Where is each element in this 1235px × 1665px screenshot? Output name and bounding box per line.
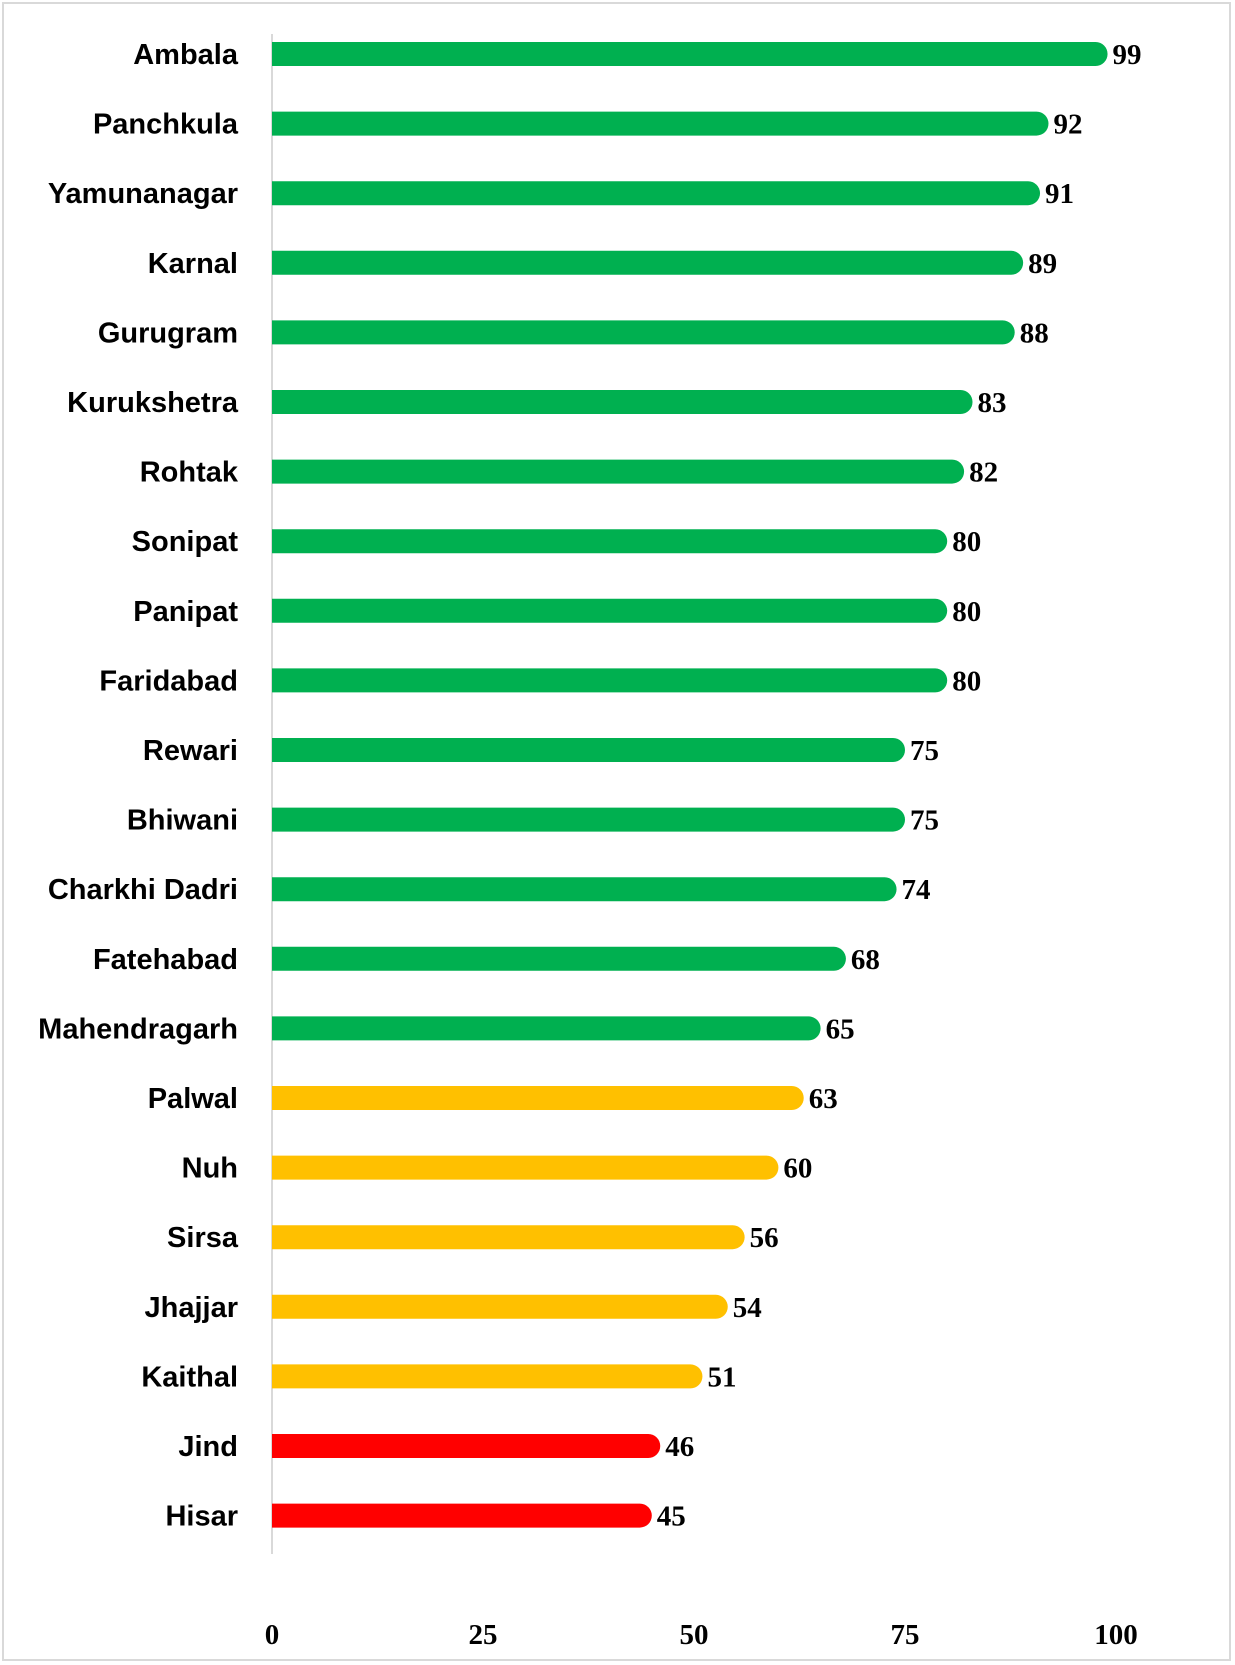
- bar-sirsa: [272, 1225, 745, 1250]
- category-label: Palwal: [148, 1083, 238, 1115]
- bar-ambala: [272, 42, 1108, 66]
- category-label: Mahendragarh: [38, 1013, 238, 1045]
- x-tick-label: 0: [265, 1619, 280, 1651]
- value-label: 56: [750, 1222, 779, 1254]
- category-label: Kaithal: [141, 1361, 238, 1393]
- value-label: 80: [952, 665, 981, 697]
- bar-panipat: [272, 598, 948, 623]
- bar-rewari: [272, 738, 905, 762]
- value-label: 46: [665, 1431, 694, 1463]
- category-label: Panipat: [133, 596, 238, 628]
- category-label: Jhajjar: [145, 1292, 239, 1324]
- value-label: 88: [1020, 317, 1049, 349]
- value-label: 91: [1045, 178, 1074, 210]
- value-label: 99: [1113, 39, 1142, 71]
- value-label: 75: [910, 805, 939, 837]
- bar-jhajjar: [272, 1294, 728, 1319]
- bar-rohtak: [272, 459, 965, 484]
- category-label: Gurugram: [98, 317, 238, 349]
- x-tick-label: 50: [680, 1619, 709, 1651]
- category-label: Yamunanagar: [48, 178, 238, 210]
- category-label: Sonipat: [132, 526, 239, 558]
- category-label: Fatehabad: [93, 944, 238, 976]
- x-tick-label: 100: [1094, 1619, 1138, 1651]
- bar-mahendragarh: [272, 1016, 821, 1041]
- category-label: Karnal: [148, 248, 238, 280]
- bar-panchkula: [272, 111, 1049, 136]
- category-label: Ambala: [133, 39, 239, 71]
- bar-hisar: [272, 1503, 652, 1528]
- bar-gurugram: [272, 320, 1015, 345]
- value-label: 65: [826, 1013, 855, 1045]
- value-label: 80: [952, 526, 981, 558]
- bar-jind: [272, 1434, 661, 1458]
- value-label: 74: [902, 874, 931, 906]
- value-label: 83: [978, 387, 1007, 419]
- bar-sonipat: [272, 529, 948, 554]
- x-tick-label: 25: [469, 1619, 498, 1651]
- value-label: 82: [969, 457, 998, 489]
- bar-kurukshetra: [272, 390, 973, 414]
- bar-chart: Ambala 99 Panchkula 92 Yamunanagar 91 Karnal 89…: [38, 34, 1142, 1651]
- value-label: 75: [910, 735, 939, 767]
- category-label: Faridabad: [99, 665, 238, 697]
- category-label: Charkhi Dadri: [48, 874, 238, 906]
- value-label: 68: [851, 944, 880, 976]
- bar-kaithal: [272, 1364, 703, 1389]
- bar-bhiwani: [272, 807, 905, 832]
- category-label: Rohtak: [140, 457, 239, 489]
- category-label: Nuh: [182, 1153, 238, 1185]
- bar-karnal: [272, 250, 1024, 275]
- value-label: 80: [952, 596, 981, 628]
- category-label: Bhiwani: [127, 805, 238, 837]
- category-label: Rewari: [143, 735, 238, 767]
- value-label: 54: [733, 1292, 762, 1324]
- bar-nuh: [272, 1155, 779, 1180]
- value-label: 51: [707, 1361, 736, 1393]
- category-label: Panchkula: [93, 109, 239, 141]
- bar-faridabad: [272, 668, 948, 693]
- value-label: 92: [1053, 109, 1082, 141]
- category-label: Sirsa: [167, 1222, 239, 1254]
- x-tick-label: 75: [891, 1619, 920, 1651]
- value-label: 60: [783, 1153, 812, 1185]
- bar-palwal: [272, 1086, 804, 1110]
- category-label: Hisar: [165, 1501, 238, 1533]
- value-label: 63: [809, 1083, 838, 1115]
- value-label: 45: [657, 1501, 686, 1533]
- bar-charkhi-dadri: [272, 877, 897, 902]
- category-label: Kurukshetra: [67, 387, 239, 419]
- category-label: Jind: [178, 1431, 238, 1463]
- bar-yamunanagar: [272, 181, 1041, 206]
- bar-fatehabad: [272, 946, 846, 971]
- value-label: 89: [1028, 248, 1057, 280]
